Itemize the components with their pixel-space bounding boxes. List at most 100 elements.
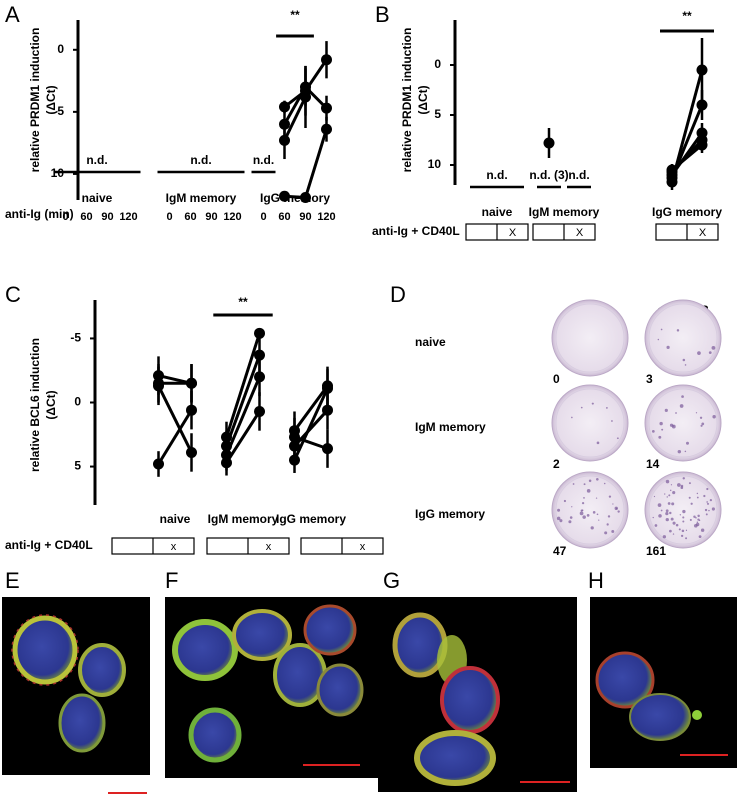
data-point [321,123,332,135]
donor-line [293,409,329,448]
data-point [696,139,708,151]
data-point [279,190,290,202]
speckle [605,407,608,409]
condition-label: X [699,227,707,239]
speckle [588,479,592,483]
donor-line [225,354,261,447]
speckle [685,529,688,531]
spot-count: 14 [646,457,660,471]
speckle [670,517,674,521]
speckle [672,521,676,525]
speckle [615,507,618,510]
x-tick-label: 60 [184,211,196,223]
well-rim [555,388,625,458]
y-axis-label: relative PRDM1 induction [28,28,42,173]
speckle [616,437,619,440]
group-label: IgM memory [166,191,237,205]
condition-label: x [171,541,177,553]
panel-label: H [588,568,604,593]
speckle [582,515,586,519]
panel-letters: A B C D E F G H [5,2,604,593]
speckle [708,351,712,355]
speckle [596,513,599,516]
speckle [681,529,685,533]
speckle [580,509,583,512]
speckle [706,487,709,491]
data-point [322,443,333,455]
speckle [706,502,710,505]
x-tick-label: 120 [317,211,335,223]
x-tick-label: 60 [80,211,92,223]
speckle [675,412,677,414]
speckle [669,529,672,533]
x-tick-label: 0 [62,211,68,223]
group-label: naive [482,205,513,219]
y-axis-label: relative PRDM1 induction [400,28,414,173]
donor-line [157,409,193,465]
speckle [678,528,681,531]
speckle [583,483,586,486]
significance-label: ** [290,8,300,22]
well [551,384,629,462]
x-tick-label: 90 [205,211,217,223]
data-point [696,99,708,111]
speckle [604,531,608,535]
speckle [665,512,669,516]
well-rim [648,303,718,373]
speckle [657,338,660,341]
speckle [711,507,715,511]
nd-label: n.d. [253,153,274,167]
speckle [682,358,686,362]
x-axis-label: anti-Ig + CD40L [5,538,93,552]
speckle [681,395,684,398]
speckle [667,502,671,505]
row-label: naive [415,335,446,349]
data-point [254,371,265,383]
speckle [695,412,698,414]
speckle [580,406,583,409]
speckle [651,430,655,433]
speckle [591,402,594,405]
donor-line [284,128,328,200]
speckle [693,523,698,528]
donor-line [293,384,329,432]
speckle [701,422,705,426]
speckle [664,408,668,412]
speckle [665,517,669,522]
speckle [669,423,674,427]
group-label: IgG memory [276,512,346,526]
y-tick-label: 0 [57,42,64,56]
speckle [703,494,706,498]
speckle [659,421,663,426]
speckle [689,518,692,521]
speckle [572,483,575,485]
speckle [666,345,670,349]
speckle [571,416,573,419]
elispot-panel: anti-BCRanti-BCR+ CD40Lnaive03IgM memory… [415,299,722,558]
panel-label: G [383,568,400,593]
speckle [666,496,668,498]
spot-count: 47 [553,544,567,558]
y-axis-label: (ΔCt) [44,85,58,114]
speckle [658,435,662,439]
data-point [543,137,555,149]
speckle [559,519,563,523]
well-rim [555,475,625,545]
data-point [321,54,332,66]
data-point [186,404,197,416]
speckle [706,501,708,503]
donor-line [225,376,261,456]
speckle [596,477,599,481]
speckle [660,328,663,331]
data-point [321,102,332,114]
spot-count: 161 [646,544,666,558]
data-point [666,164,678,176]
speckle [662,535,667,539]
x-tick-label: 0 [166,211,172,223]
speckle [682,509,686,514]
speckle [671,502,675,506]
y-axis-label: (ΔCt) [416,85,430,114]
donor-line [157,385,193,454]
